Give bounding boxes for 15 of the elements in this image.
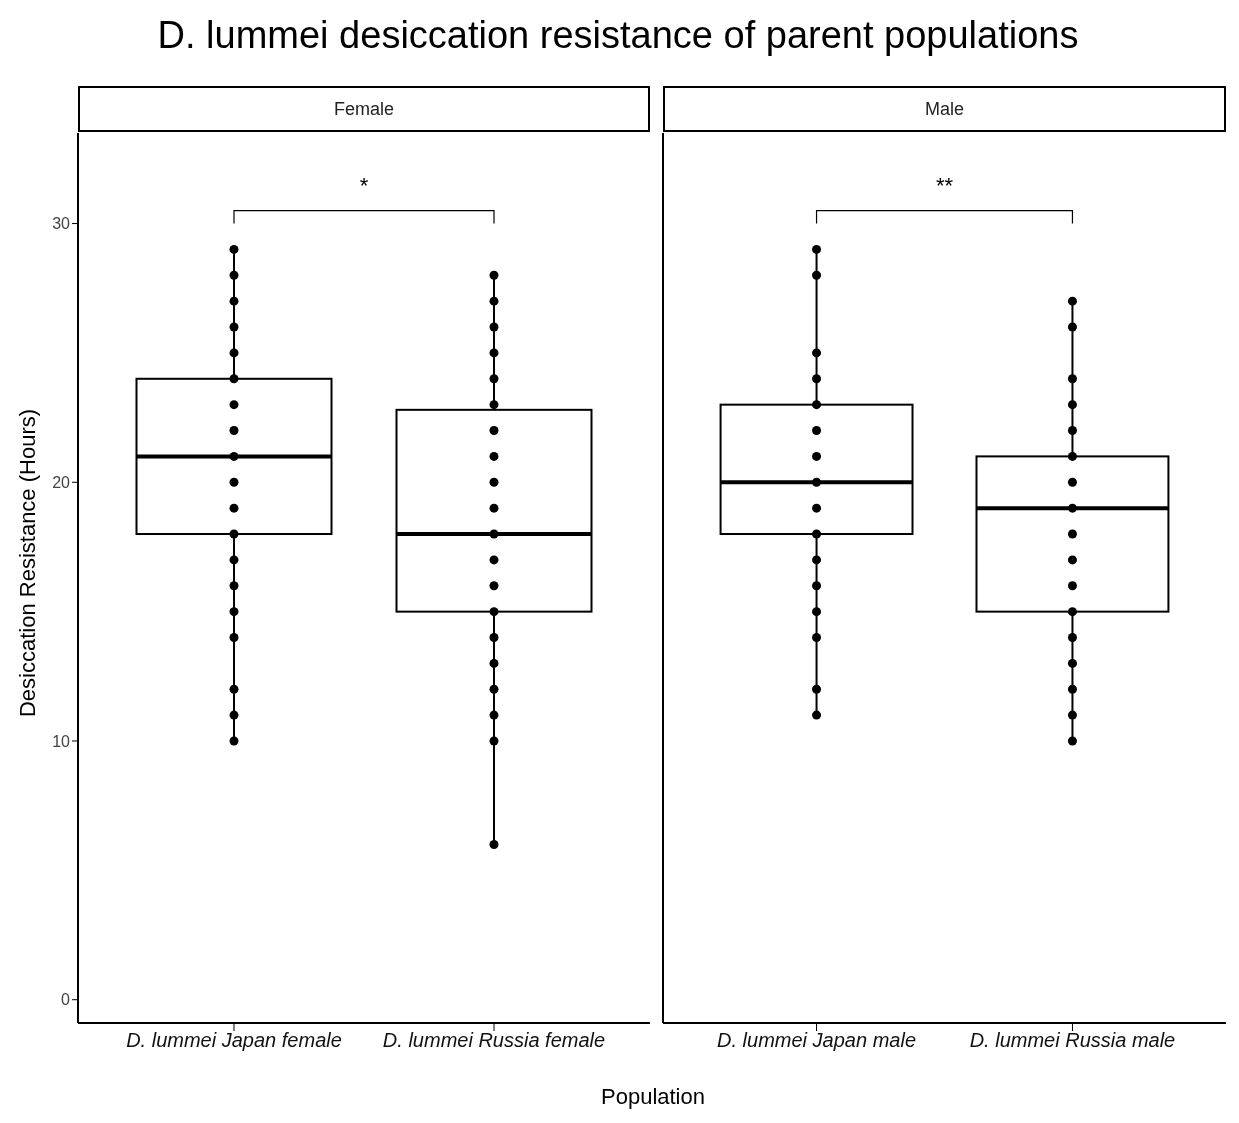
- y-axis-title: Desiccation Resistance (Hours): [15, 408, 41, 718]
- chart-subtitle: Male: [663, 86, 1226, 132]
- chart-subtitle: Female: [78, 86, 650, 132]
- y-tick-label: 20: [52, 473, 71, 491]
- chart-title: D. lummei desiccation resistance of parent populations: [156, 14, 1080, 57]
- annotation: **: [935, 172, 954, 198]
- x-tick-label: D. lummei Japan male: [717, 1029, 917, 1052]
- x-tick-label: D. lummei Russia female: [382, 1029, 606, 1052]
- y-tick-label: 0: [61, 991, 71, 1009]
- x-tick-label: D. lummei Russia male: [969, 1029, 1176, 1052]
- y-tick-label: 10: [52, 732, 71, 750]
- annotation: *: [359, 172, 369, 198]
- x-tick-label: D. lummei Japan female: [126, 1029, 342, 1052]
- y-tick-label: 30: [52, 215, 71, 233]
- x-axis-title: Population: [600, 1084, 706, 1110]
